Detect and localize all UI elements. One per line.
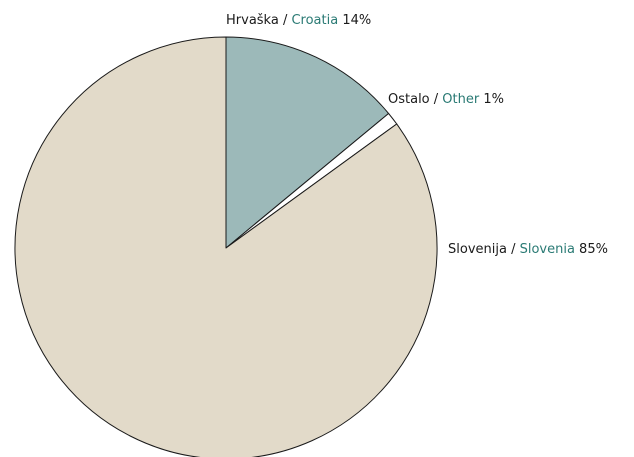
slice-label-local: Slovenija / [448, 242, 520, 257]
slice-label-english: Croatia [291, 13, 338, 28]
slice-label-croatia: Hrvaška / Croatia 14% [226, 13, 371, 28]
slice-label-english: Slovenia [520, 242, 575, 257]
slice-label-other: Ostalo / Other 1% [388, 92, 504, 107]
slice-value-label: 85% [575, 242, 608, 257]
slice-label-local: Ostalo / [388, 92, 442, 107]
slice-value-label: 1% [479, 92, 504, 107]
slice-value-label: 14% [338, 13, 371, 28]
slice-label-english: Other [442, 92, 480, 107]
pie-slices [14, 36, 438, 457]
slice-label-slovenia: Slovenija / Slovenia 85% [448, 242, 608, 257]
slice-label-local: Hrvaška / [226, 13, 291, 28]
slice-labels: Hrvaška / Croatia 14% Ostalo / Other 1% Sl… [226, 13, 608, 257]
pie-slice-croatia [225, 36, 390, 249]
pie-slice-slovenia [14, 36, 438, 457]
